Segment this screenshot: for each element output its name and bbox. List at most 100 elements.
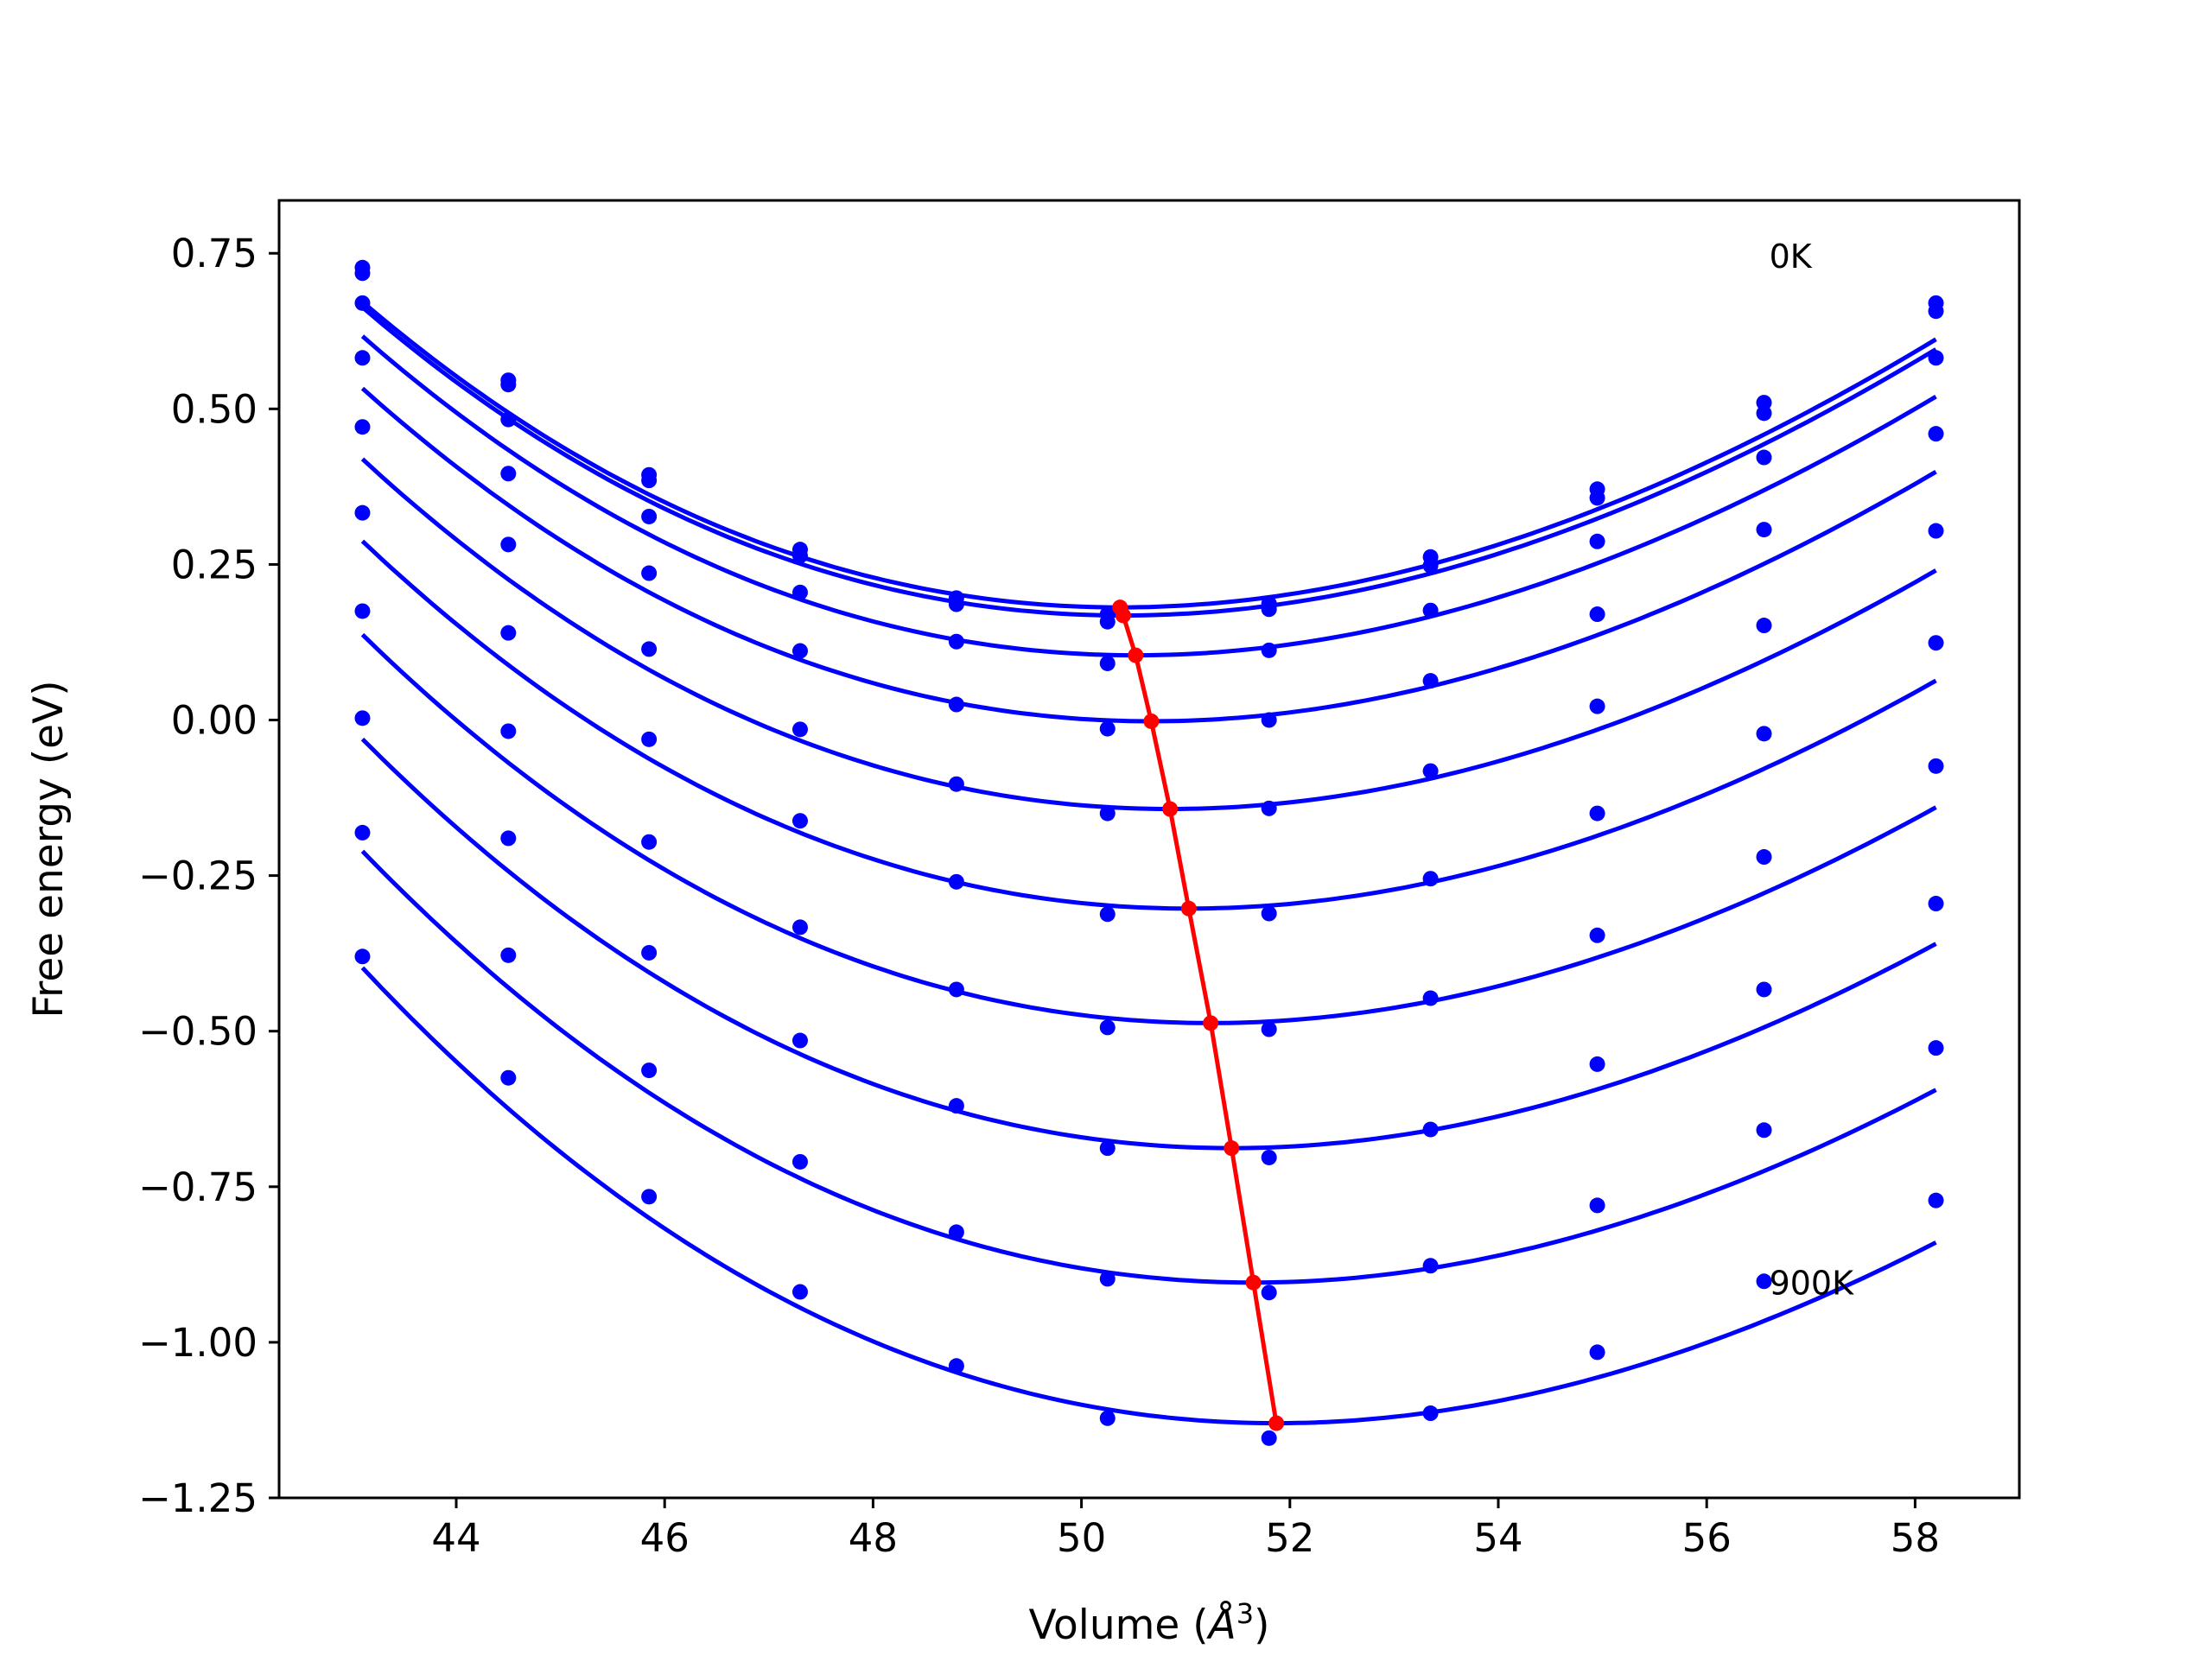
fit-curve-9 <box>360 849 1937 1285</box>
annotation-label: 0K <box>1770 238 1813 276</box>
x-tick-label: 52 <box>1265 1515 1314 1561</box>
data-point <box>1099 805 1116 821</box>
data-point <box>948 1098 964 1114</box>
data-point <box>1422 673 1439 689</box>
data-point <box>1756 1122 1772 1139</box>
data-point <box>1928 635 1944 651</box>
data-point <box>1589 1344 1605 1361</box>
x-tick-label: 56 <box>1682 1515 1732 1561</box>
data-point <box>791 1284 808 1300</box>
data-point <box>1928 758 1944 774</box>
fit-curve-3 <box>360 334 1937 658</box>
data-point <box>500 536 517 553</box>
minimum-point <box>1162 801 1179 817</box>
y-tick-label: −0.50 <box>138 1009 257 1055</box>
minimum-point <box>1115 607 1131 624</box>
y-tick-label: 0.25 <box>171 542 257 587</box>
data-point <box>1589 606 1605 623</box>
series-layer <box>354 259 1944 1446</box>
data-point <box>1099 1019 1116 1036</box>
data-point <box>1928 1040 1944 1056</box>
data-point <box>354 295 371 311</box>
data-point <box>1422 1121 1439 1138</box>
data-point <box>1756 849 1772 866</box>
data-point <box>1099 1140 1116 1157</box>
data-point <box>1261 905 1277 922</box>
data-point <box>1756 1273 1772 1290</box>
data-point <box>641 565 658 581</box>
data-point <box>791 721 808 738</box>
data-point <box>791 643 808 659</box>
data-point <box>791 584 808 600</box>
data-point <box>500 377 517 393</box>
data-point <box>1756 981 1772 998</box>
data-point <box>1422 990 1439 1006</box>
data-point <box>948 981 964 998</box>
data-point <box>500 947 517 963</box>
fit-curve-6 <box>360 539 1937 911</box>
data-point <box>1756 405 1772 422</box>
data-point <box>641 944 658 961</box>
data-point <box>1261 712 1277 728</box>
data-point <box>948 1358 964 1374</box>
data-point <box>1928 350 1944 366</box>
data-point <box>1422 871 1439 887</box>
data-point <box>354 710 371 726</box>
data-point <box>948 596 964 612</box>
data-point <box>1589 490 1605 506</box>
x-tick-label: 54 <box>1473 1515 1522 1561</box>
data-point <box>1422 1405 1439 1422</box>
data-point <box>1928 1192 1944 1208</box>
data-point <box>1756 726 1772 742</box>
data-point <box>1928 303 1944 320</box>
data-point <box>1928 523 1944 539</box>
y-tick-label: −1.00 <box>138 1320 257 1366</box>
data-point <box>1099 655 1116 671</box>
data-point <box>500 411 517 428</box>
x-axis-title: Volume (Å3) <box>1029 1597 1270 1649</box>
data-point <box>354 603 371 619</box>
data-point <box>948 633 964 650</box>
y-tick-label: −1.25 <box>138 1475 257 1521</box>
y-axis-title: Free energy (eV) <box>25 680 73 1018</box>
data-point <box>1261 1285 1277 1301</box>
data-point <box>500 1069 517 1086</box>
annotation-label: 900K <box>1770 1264 1855 1302</box>
annotations: 0K 900K <box>1770 238 1855 1303</box>
data-point <box>1099 906 1116 923</box>
data-point <box>500 830 517 847</box>
data-point <box>1261 1021 1277 1037</box>
data-point <box>1756 522 1772 538</box>
fit-curve-8 <box>360 737 1937 1151</box>
data-point <box>641 1063 658 1079</box>
y-tick-label: −0.75 <box>138 1164 257 1210</box>
y-tick-label: 0.00 <box>171 698 257 744</box>
data-point <box>1261 800 1277 816</box>
x-tick-label: 50 <box>1057 1515 1106 1561</box>
data-point <box>500 466 517 482</box>
minimum-point <box>1128 647 1144 663</box>
fit-curve-4 <box>360 386 1937 724</box>
fit-curve-2 <box>360 305 1937 618</box>
data-point <box>354 504 371 521</box>
data-point <box>354 419 371 435</box>
data-point <box>354 265 371 282</box>
minimum-point <box>1245 1274 1262 1291</box>
fit-curve-7 <box>360 632 1937 1025</box>
data-point <box>641 641 658 657</box>
minimum-point <box>1143 713 1160 729</box>
data-point <box>1928 896 1944 912</box>
data-point <box>500 723 517 739</box>
minimum-energy-line <box>1117 606 1279 1424</box>
fit-curve-10 <box>360 966 1937 1426</box>
x-tick-label: 44 <box>431 1515 480 1561</box>
data-point <box>354 824 371 841</box>
data-point <box>641 731 658 747</box>
data-point <box>791 813 808 829</box>
data-point <box>791 1032 808 1049</box>
plot-frame <box>277 199 2021 1500</box>
data-point <box>1099 1271 1116 1287</box>
data-point <box>354 350 371 366</box>
data-point <box>1589 1056 1605 1072</box>
